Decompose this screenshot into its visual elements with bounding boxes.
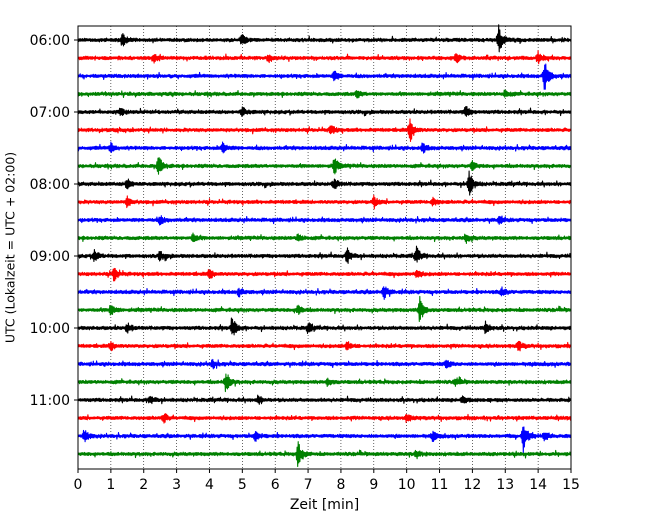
seismogram-trace xyxy=(77,105,572,117)
x-tick-label: 2 xyxy=(139,477,148,493)
seismogram-trace xyxy=(77,24,572,53)
y-tick-label: 11:00 xyxy=(30,393,70,409)
x-tick-label: 13 xyxy=(496,477,514,493)
seismogram-trace xyxy=(77,118,572,143)
seismogram-trace xyxy=(77,426,572,454)
seismogram-trace xyxy=(77,245,572,264)
x-tick-label: 7 xyxy=(304,477,313,493)
seismogram-trace xyxy=(77,373,572,393)
seismogram-trace xyxy=(77,267,572,282)
x-tick-label: 6 xyxy=(271,477,280,493)
y-axis-label: UTC (Lokalzeit = UTC + 02:00) xyxy=(3,152,18,343)
seismogram-traces xyxy=(77,24,572,468)
x-axis-ticks: 0 1 2 3 4 5 6 7 8 9 10 11 12 13 14 15 xyxy=(74,469,580,493)
x-tick-label: 12 xyxy=(463,477,481,493)
x-axis-label: Zeit [min] xyxy=(290,497,359,513)
seismogram-trace xyxy=(77,170,572,196)
x-tick-label: 10 xyxy=(398,477,416,493)
seismogram-trace xyxy=(77,394,572,405)
vertical-grid-lines xyxy=(110,26,539,469)
x-tick-label: 8 xyxy=(336,477,345,493)
x-tick-label: 1 xyxy=(106,477,115,493)
seismogram-trace xyxy=(77,157,572,175)
seismogram-trace xyxy=(77,340,572,352)
seismogram-trace xyxy=(77,141,572,154)
y-tick-label: 10:00 xyxy=(30,321,70,337)
seismogram-trace xyxy=(77,441,572,468)
x-tick-label: 9 xyxy=(369,477,378,493)
plot-frame xyxy=(77,25,572,470)
x-tick-label: 15 xyxy=(562,477,580,493)
x-tick-label: 0 xyxy=(74,477,83,493)
seismogram-trace xyxy=(77,286,572,300)
seismogram-trace xyxy=(77,89,572,99)
seismogram-trace xyxy=(77,295,572,323)
x-tick-label: 5 xyxy=(238,477,247,493)
seismogram-trace xyxy=(77,317,572,336)
seismogram-trace xyxy=(77,215,572,226)
y-tick-label: 09:00 xyxy=(30,249,70,265)
seismogram-trace xyxy=(77,50,572,65)
x-tick-label: 4 xyxy=(205,477,214,493)
seismogram-trace xyxy=(77,194,572,210)
seismogram-trace xyxy=(77,358,572,370)
x-tick-label: 14 xyxy=(529,477,547,493)
x-tick-label: 3 xyxy=(172,477,181,493)
seismogram-trace xyxy=(77,232,572,244)
y-tick-label: 06:00 xyxy=(30,33,70,49)
y-axis-ticks: 06:00 07:00 08:00 09:00 10:00 11:00 xyxy=(30,33,78,409)
y-tick-label: 07:00 xyxy=(30,105,70,121)
x-tick-label: 11 xyxy=(431,477,449,493)
seismogram-trace xyxy=(77,63,572,90)
seismogram-trace xyxy=(77,413,572,424)
y-tick-label: 08:00 xyxy=(30,177,70,193)
